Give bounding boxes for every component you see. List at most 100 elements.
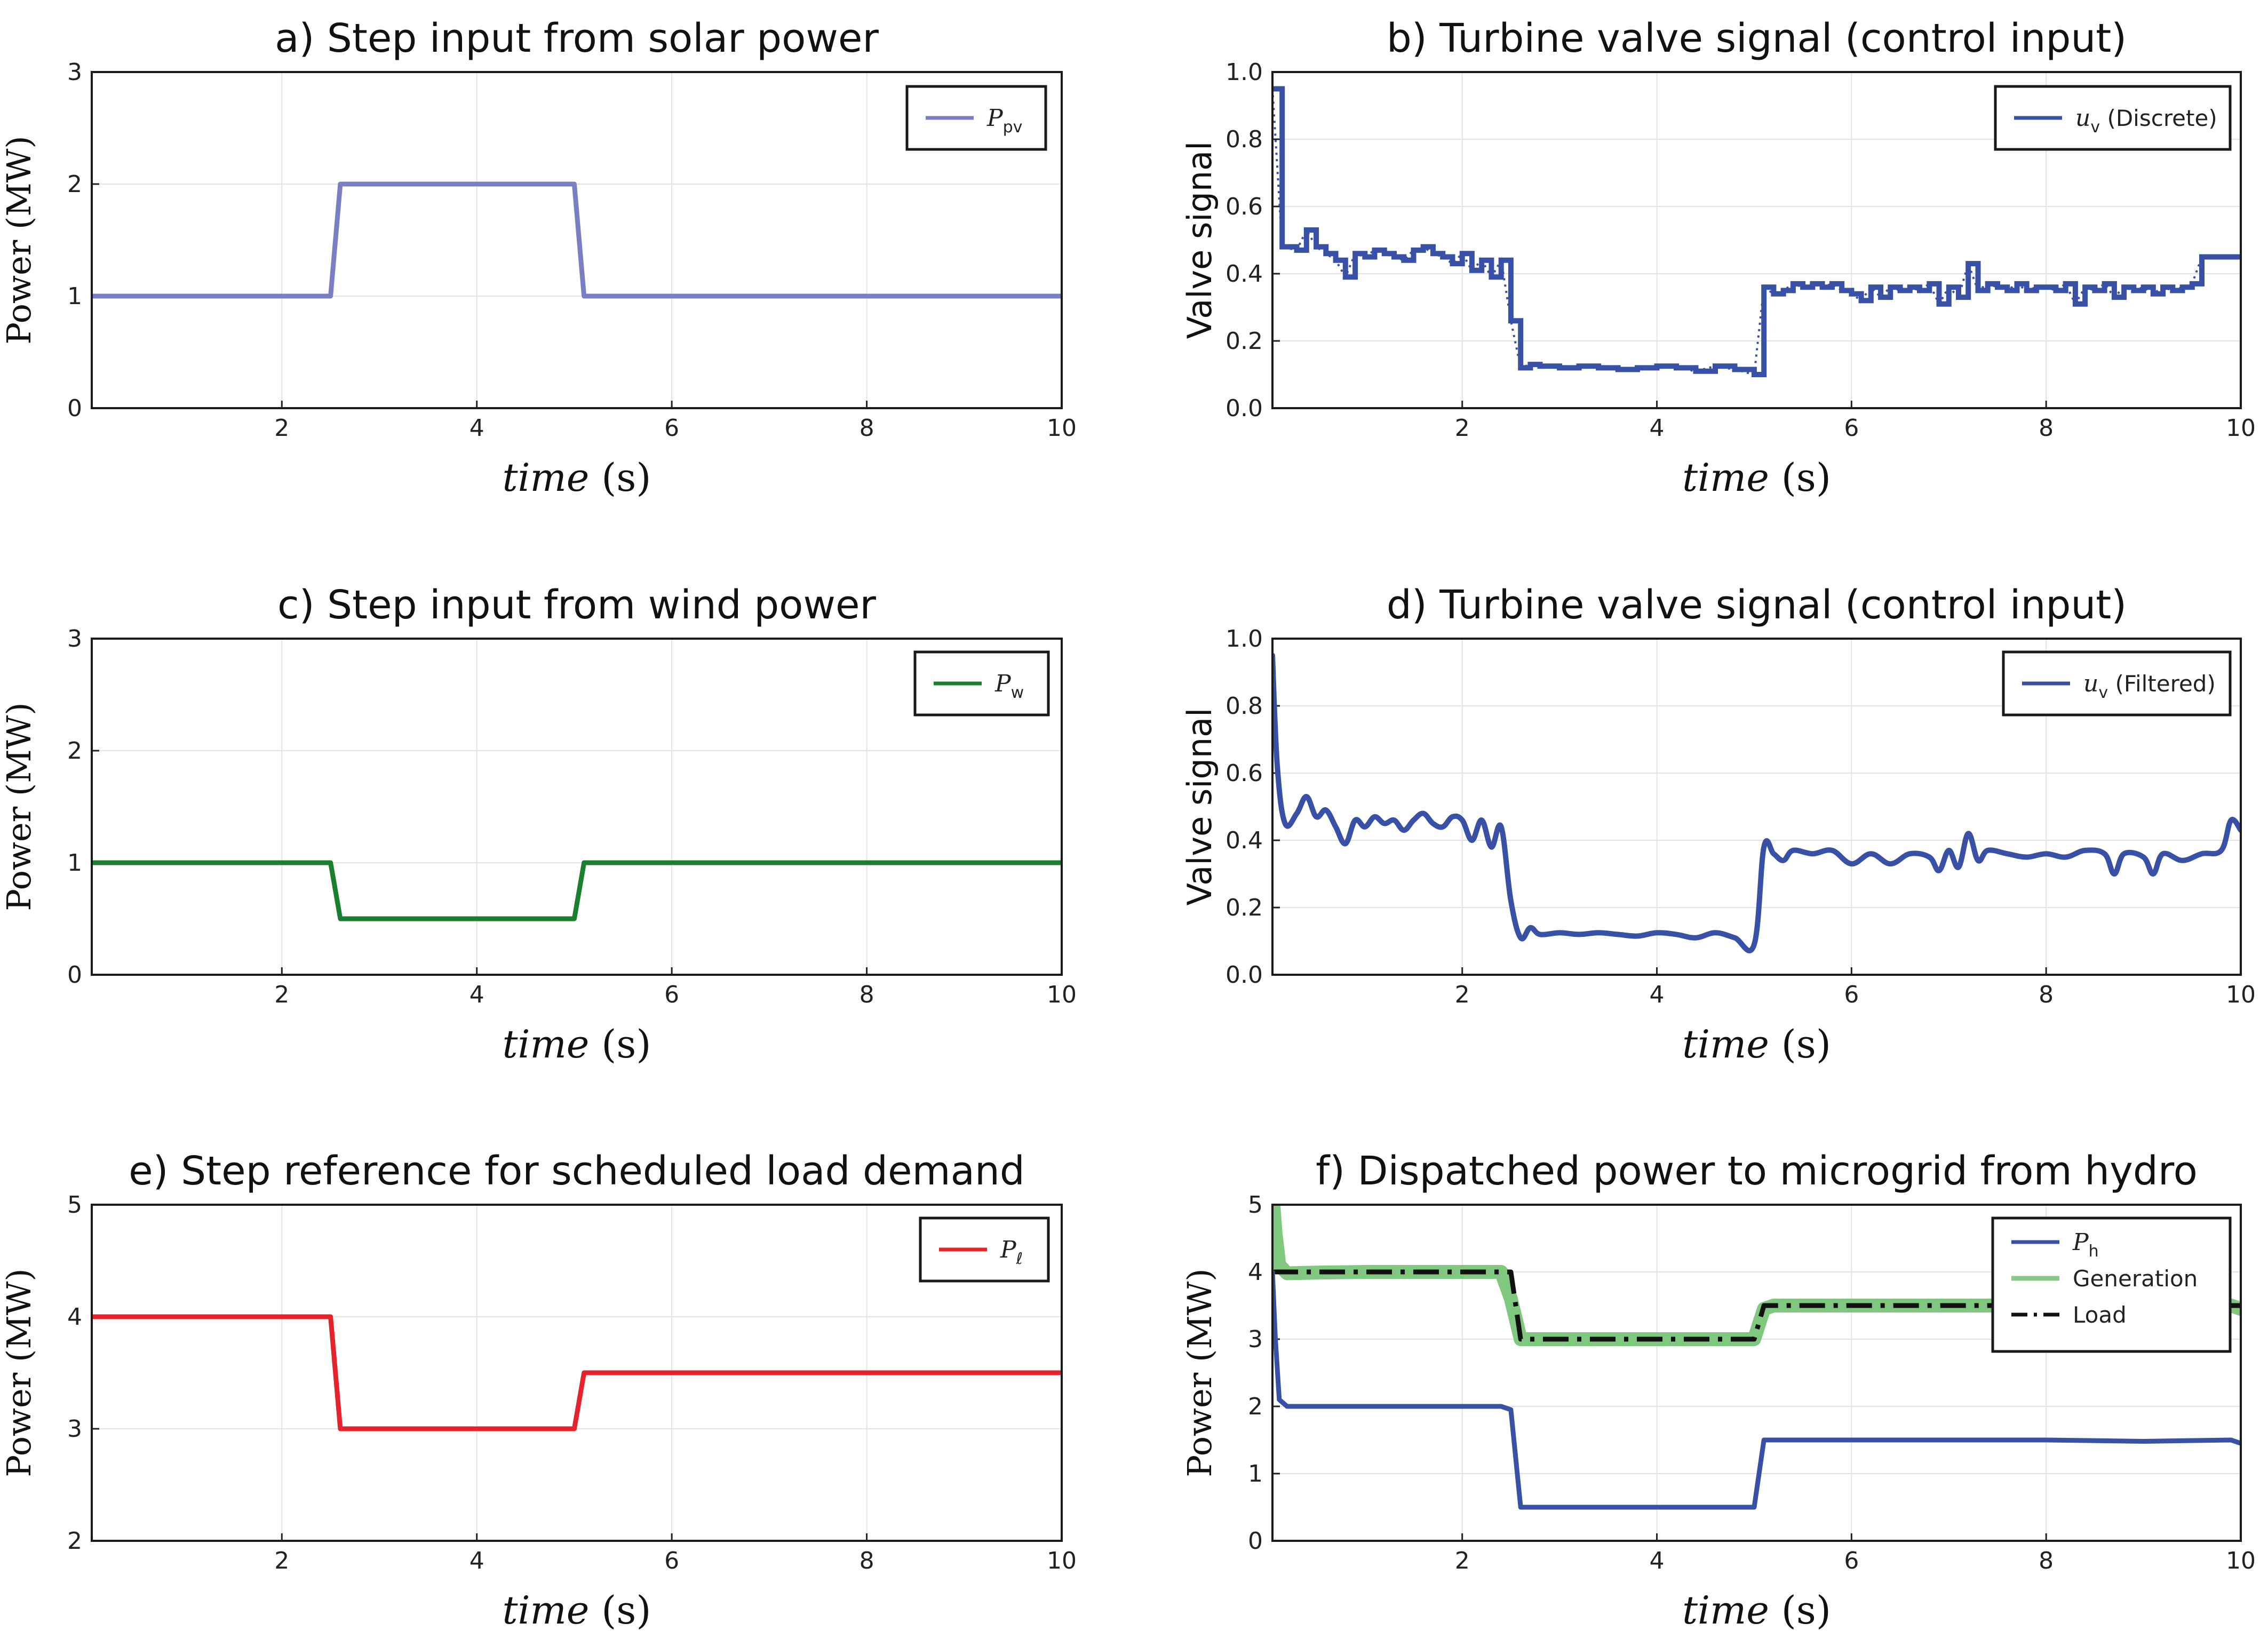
x-axis-label-unit: (s): [1769, 455, 1831, 500]
x-tick-label: 6: [1844, 981, 1859, 1008]
legend: Pw: [913, 650, 1050, 717]
legend-symbol: u: [2075, 105, 2090, 132]
y-tick-label: 0.8: [1225, 126, 1263, 153]
y-tick-label: 0.4: [1225, 260, 1263, 288]
legend: Pℓ: [919, 1216, 1050, 1283]
y-tick-label: 4: [1248, 1259, 1263, 1286]
y-tick-label: 1.0: [1225, 59, 1263, 86]
y-tick-label: 0.0: [1225, 395, 1263, 422]
x-tick-label: 8: [2039, 1547, 2054, 1574]
axes-frame: [1271, 71, 2242, 409]
chart-title: d) Turbine valve signal (control input): [1387, 582, 2127, 628]
x-tick-label: 10: [1047, 415, 1077, 442]
y-axis-label: Power (MW): [1180, 1268, 1219, 1477]
axes-frame: [91, 1204, 1063, 1542]
y-tick-label: 3: [67, 625, 82, 653]
chart-b: 2 4 6 8 10 0.0 0.2 0.4 0.6 0.8 1.0 b) Turbine valve…: [1180, 15, 2256, 500]
y-axis-label: Power (MW): [0, 136, 38, 344]
series-group: [1272, 86, 2241, 377]
x-tick-label: 10: [2226, 415, 2256, 442]
y-tick-label: 0: [1248, 1527, 1263, 1555]
axes-frame: [91, 638, 1063, 976]
y-tick-label: 5: [67, 1191, 82, 1219]
y-tick-label: 3: [67, 1415, 82, 1443]
y-tick-label: 0.2: [1225, 894, 1263, 921]
legend: Ppv: [905, 85, 1047, 151]
legend-subscript: pv: [1003, 118, 1023, 137]
series-line-Load: [1272, 1269, 2241, 1342]
x-axis-label: time (s): [1682, 455, 1831, 500]
legend-label-Generation: Generation: [2073, 1266, 2198, 1292]
series-group: [92, 1314, 1062, 1431]
series-group: [92, 181, 1062, 299]
legend-label-Pℓ: Pℓ: [1000, 1236, 1023, 1268]
y-tick-label: 0: [67, 395, 82, 422]
y-tick-label: 2: [67, 1527, 82, 1555]
legend-label-Pw: Pw: [994, 670, 1024, 702]
legend-symbol: P: [1000, 1236, 1017, 1263]
x-axis-label-unit: (s): [1769, 1022, 1831, 1067]
x-tick-label: 4: [1650, 415, 1665, 442]
series-group: [92, 860, 1062, 921]
legend: uv (Filtered): [2002, 650, 2232, 717]
legend-subscript: v: [2098, 683, 2108, 702]
x-tick-label: 2: [1455, 1547, 1470, 1574]
x-tick-label: 8: [860, 981, 874, 1008]
x-tick-label: 8: [2039, 981, 2054, 1008]
legend-label-Ph: Ph: [2072, 1229, 2099, 1261]
y-tick-label: 0.8: [1225, 693, 1263, 720]
x-tick-label: 2: [1455, 415, 1470, 442]
y-axis-label: Power (MW): [0, 702, 38, 911]
legend-label-Load: Load: [2073, 1302, 2127, 1328]
x-axis-label: time (s): [1682, 1022, 1831, 1067]
chart-d: 2 4 6 8 10 0.0 0.2 0.4 0.6 0.8 1.0 d) Turbine valve…: [1180, 582, 2256, 1067]
y-tick-label: 2: [1248, 1393, 1263, 1420]
legend-subscript: v: [2090, 118, 2100, 137]
y-tick-label: 0.0: [1225, 961, 1263, 989]
legend-symbol: P: [994, 670, 1012, 697]
y-tick-label: 3: [67, 59, 82, 86]
x-axis-label-italic: time: [503, 1588, 590, 1633]
x-tick-label: 6: [664, 1547, 679, 1574]
legend-subscript: w: [1011, 683, 1024, 702]
y-tick-label: 0.4: [1225, 827, 1263, 854]
x-axis-label-italic: time: [503, 1022, 590, 1067]
chart-e: 2 4 6 8 10 2 3 4 5 e) Step reference for schedule…: [0, 1148, 1077, 1633]
x-tick-label: 4: [469, 415, 484, 442]
x-axis-label-italic: time: [1682, 455, 1769, 500]
x-tick-label: 4: [1650, 1547, 1665, 1574]
y-tick-label: 5: [1248, 1191, 1263, 1219]
chart-title: a) Step input from solar power: [275, 15, 879, 61]
x-axis-label-unit: (s): [589, 1588, 651, 1633]
chart-title: f) Dispatched power to microgrid from hy…: [1316, 1148, 2198, 1194]
legend: uv (Discrete): [1994, 85, 2232, 151]
chart-title: e) Step reference for scheduled load dem…: [129, 1148, 1025, 1194]
x-tick-label: 10: [2226, 981, 2256, 1008]
y-tick-label: 3: [1248, 1326, 1263, 1353]
x-axis-label-unit: (s): [589, 1022, 651, 1067]
series-line-Pℓ: [92, 1314, 1062, 1431]
x-axis-label-unit: (s): [589, 455, 651, 500]
x-tick-label: 2: [274, 415, 289, 442]
y-axis-label: Valve signal: [1180, 708, 1219, 906]
legend-text: (Discrete): [2100, 105, 2217, 131]
legend-text: (Filtered): [2108, 671, 2216, 697]
legend-label-uv (Discrete): uv (Discrete): [2075, 105, 2217, 137]
y-tick-label: 2: [67, 171, 82, 198]
legend-label-uv (Filtered): uv (Filtered): [2083, 670, 2216, 702]
x-tick-label: 6: [664, 981, 679, 1008]
chart-c: 2 4 6 8 10 0 1 2 3 c) Step input from wind power t…: [0, 582, 1077, 1067]
x-tick-label: 6: [1844, 1547, 1859, 1574]
chart-title: b) Turbine valve signal (control input): [1387, 15, 2127, 61]
series-line-Ph: [1272, 1269, 2241, 1510]
legend-symbol: u: [2083, 670, 2098, 697]
x-tick-label: 8: [2039, 415, 2054, 442]
legend-symbol: P: [986, 105, 1004, 132]
x-tick-label: 2: [274, 981, 289, 1008]
x-axis-label: time (s): [503, 455, 651, 500]
y-tick-label: 1: [67, 849, 82, 877]
x-axis-label-unit: (s): [1769, 1588, 1831, 1633]
axes-frame: [1271, 638, 2242, 976]
x-tick-label: 10: [1047, 1547, 1077, 1574]
